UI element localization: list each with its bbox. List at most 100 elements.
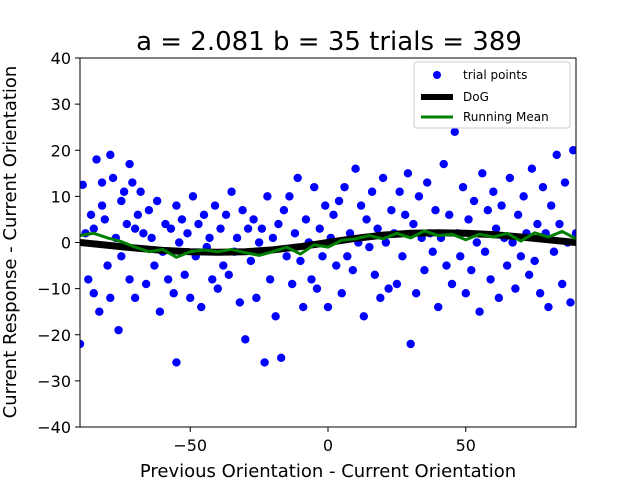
trial-point [395,187,404,196]
trial-point [365,242,374,252]
trial-point [351,164,360,173]
trial-point [491,224,501,233]
trial-point [458,182,468,192]
trial-point [511,284,520,293]
trial-point [235,298,245,307]
legend-marker-trial-points [433,71,441,79]
y-axis-label: Current Response - Current Orientation [0,66,21,419]
trial-point [252,293,261,303]
trial-point [378,173,388,183]
series-layer [80,127,576,367]
y-axis: −40 −30 −20 −10 0 10 20 30 40 [37,49,80,437]
trial-point [533,219,542,229]
trial-point [406,339,415,349]
trial-point [530,256,539,266]
trial-point [232,233,242,243]
y-tick-label: 0 [61,234,71,253]
y-tick-label: 40 [51,49,71,68]
y-tick-label: −20 [37,326,71,345]
y-tick-label: −40 [37,418,71,437]
trial-point [483,206,493,215]
trial-point [276,353,286,363]
trial-point [279,206,289,215]
trial-point [414,192,424,201]
trial-point [373,224,382,233]
trial-point [323,302,333,312]
trial-point [92,155,101,164]
trial-point [428,247,437,256]
trial-point [208,275,217,284]
trial-point [106,293,115,303]
trial-point [221,210,231,220]
legend: trial points DoG Running Mean [413,61,571,129]
trial-point [114,325,123,335]
trial-point [524,270,534,279]
trial-point [133,210,143,220]
y-tick-label: −30 [37,372,71,391]
trial-point [108,173,118,183]
chart-title: a = 2.081 b = 35 trials = 389 [136,27,522,57]
trial-point [307,275,316,284]
trial-point [569,146,576,155]
trial-point [370,270,380,279]
trial-point [186,293,195,303]
trial-point [337,289,346,298]
trial-point [478,169,487,178]
trial-point [348,265,357,275]
trial-point [139,229,148,238]
trial-point [243,224,253,233]
trial-point [502,261,512,270]
trial-point [141,279,151,289]
trial-point [439,159,448,169]
trial-point [125,159,134,169]
trial-point [381,238,391,247]
trial-point [398,252,407,261]
trial-point [152,196,162,206]
trial-point [241,335,250,344]
legend-label-dog: DoG [463,90,489,104]
trial-point [538,182,548,192]
trial-point [260,358,269,367]
trial-point [318,252,327,261]
trial-point [80,339,85,349]
trial-point [343,252,352,261]
trial-point [566,298,575,307]
trial-point [161,219,170,229]
trial-point [535,289,545,298]
trial-point [188,192,198,201]
trial-point [271,312,280,321]
x-tick-label: −50 [173,436,207,455]
trial-point [472,238,481,247]
trial-point [544,302,553,312]
trial-point [387,206,396,215]
trial-point [80,180,87,190]
trial-point [128,178,137,187]
trial-point [175,238,184,247]
trial-point [411,289,421,298]
trial-point [321,201,330,210]
trial-point [254,238,264,247]
trial-point [475,307,484,316]
trial-point [219,261,228,270]
trial-point [224,270,233,279]
trial-point [384,284,393,293]
trial-point [296,256,305,266]
trial-point [420,265,429,275]
trial-point [547,201,556,210]
trial-point [467,265,476,275]
trial-point [274,219,283,229]
trial-point [282,252,291,261]
trial-point [197,302,206,312]
trial-point [144,206,154,215]
x-axis: −50 0 50 [173,427,476,455]
trial-point [213,284,222,293]
trial-point [552,150,561,160]
trial-point [423,178,432,187]
trial-point [513,210,523,220]
trial-point [97,201,107,210]
trial-point [359,312,369,321]
trial-point [199,210,209,220]
trial-point [434,302,443,312]
